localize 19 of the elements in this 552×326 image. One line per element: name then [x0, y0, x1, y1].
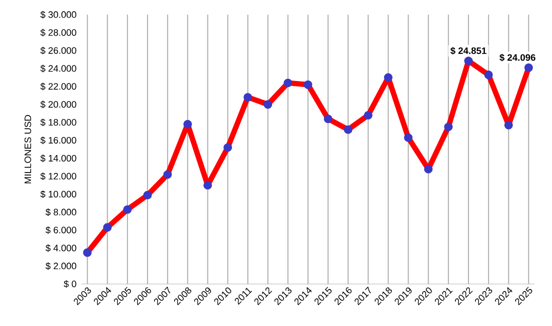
y-tick-label: $ 30.000 — [40, 10, 76, 18]
y-tick-label: $ 24.000 — [40, 64, 76, 72]
y-tick-label: $ 4.000 — [46, 244, 76, 252]
y-tick-label: $ 28.000 — [40, 28, 76, 36]
y-tick-label: $ 10.000 — [40, 190, 76, 198]
y-tick-label: $ 12.000 — [40, 172, 76, 180]
y-tick-label: $ 2.000 — [46, 262, 76, 270]
y-tick-label: $ 8.000 — [46, 208, 76, 216]
y-tick-label: $ 20.000 — [40, 100, 76, 108]
data-label: $ 24.851 — [450, 47, 486, 55]
y-axis-title: MILLONES USD — [24, 115, 32, 184]
y-tick-label: $ 26.000 — [40, 46, 76, 54]
y-tick-label: $ 14.000 — [40, 154, 76, 162]
y-tick-label: $ 16.000 — [40, 136, 76, 144]
y-tick-label: $ 22.000 — [40, 82, 76, 90]
data-label: $ 24.096 — [500, 54, 536, 62]
y-tick-label: $ 6.000 — [46, 226, 76, 234]
y-tick-label: $ 18.000 — [40, 118, 76, 126]
y-tick-label: $ 0 — [64, 280, 76, 288]
